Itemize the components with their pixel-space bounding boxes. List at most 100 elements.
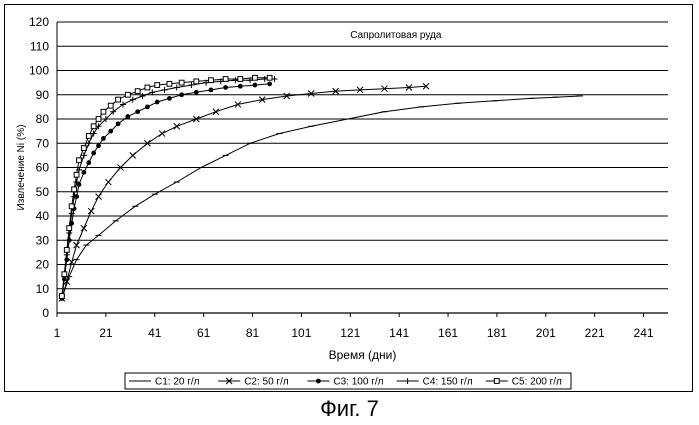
series-c3 [59,81,273,301]
data-point [85,140,92,147]
data-point [68,210,75,217]
data-point [124,91,131,98]
series-line [61,85,427,299]
data-point [192,115,200,123]
x-tick-label: 181 [487,326,507,340]
data-point [166,80,173,87]
y-tick-label: 50 [36,185,50,199]
series-line [61,78,275,297]
y-axis-label: Извлечение Ni (%) [16,125,27,211]
data-point [332,87,339,95]
data-point [71,186,78,193]
legend-label: C3: 100 г/л [333,377,383,388]
data-point [71,193,78,200]
data-point [107,102,114,109]
data-point [405,84,413,91]
data-point [115,121,121,127]
data-point [193,89,199,95]
y-tick-label: 100 [29,64,49,78]
annotation-label: Сапролитовая руда [350,30,442,41]
data-point [100,108,107,115]
x-tick-label: 61 [197,326,211,340]
legend: C1: 20 г/л C2: 50 г/л C3: 100 г/л C4: 150 г… [124,372,572,390]
data-point [208,87,214,93]
data-point [266,74,273,81]
data-point [95,193,102,200]
annotation-background [347,25,466,42]
data-point [356,86,364,94]
y-tick-label: 0 [42,306,49,320]
data-point [115,96,121,103]
data-point [144,139,151,147]
data-point [149,89,156,96]
legend-item: C2: 50 г/л [218,377,289,388]
y-tick-labels: 0 10 20 30 40 50 60 70 80 90 100 110 120 [29,15,49,320]
data-point [108,128,114,134]
data-point [223,85,229,90]
data-point [167,95,172,101]
x-tick-label: 21 [99,326,113,340]
grid-lines [57,21,668,314]
data-point [117,164,124,171]
data-point [73,241,80,249]
legend-label: C4: 150 г/л [423,377,473,388]
legend-item: C5: 200 г/л [485,377,562,388]
data-point [158,130,166,137]
data-point [154,82,161,88]
series-line [61,83,270,299]
data-point [381,85,388,93]
chart-frame [4,4,693,392]
data-point [252,82,258,88]
y-tick-label: 40 [36,209,50,223]
x-tick-label: 201 [536,326,556,340]
legend-label: C5: 200 г/л [512,377,562,388]
data-point [252,74,258,81]
data-point [58,293,65,299]
data-point [212,108,220,116]
legend-item: C1: 20 г/л [129,377,200,388]
y-tick-label: 90 [36,88,50,102]
data-point [267,81,273,87]
x-tick-labels: 1 21 41 61 81 101 121 141 161 181 201 221 241 [54,313,654,340]
data-point [188,82,195,89]
x-tick-label: 1 [54,326,61,340]
data-point [80,145,87,151]
legend-item: C3: 100 г/л [307,377,384,388]
data-point [144,84,151,91]
data-point [87,207,95,215]
data-point [237,76,244,82]
data-point [154,99,160,105]
x-tick-label: 241 [634,326,654,340]
data-point [110,108,117,115]
data-point [225,377,233,385]
data-point [129,96,136,103]
x-tick-label: 161 [438,326,458,340]
data-point [173,122,181,130]
series-c4 [58,75,278,300]
y-tick-label: 10 [36,282,50,296]
series-line [61,95,581,299]
data-point [493,378,500,384]
y-tick-label: 60 [36,161,50,175]
x-tick-label: 101 [291,326,311,340]
x-tick-label: 141 [389,326,409,340]
y-tick-label: 120 [29,15,49,29]
data-point [179,92,185,98]
data-point [222,76,229,82]
data-point [90,123,97,130]
data-point [68,258,76,266]
x-axis-label: Время (дни) [329,348,397,362]
data-point [76,157,82,164]
data-point [86,160,92,166]
data-point [135,109,141,115]
legend-label: C1: 20 г/л [155,377,200,388]
data-point [234,101,242,108]
data-point [102,116,109,122]
y-tick-label: 70 [36,136,50,150]
figure-caption: Фиг. 7 [320,396,379,421]
data-point [307,90,315,97]
data-point [145,104,150,110]
y-tick-label: 20 [36,258,50,272]
data-point [85,133,92,139]
